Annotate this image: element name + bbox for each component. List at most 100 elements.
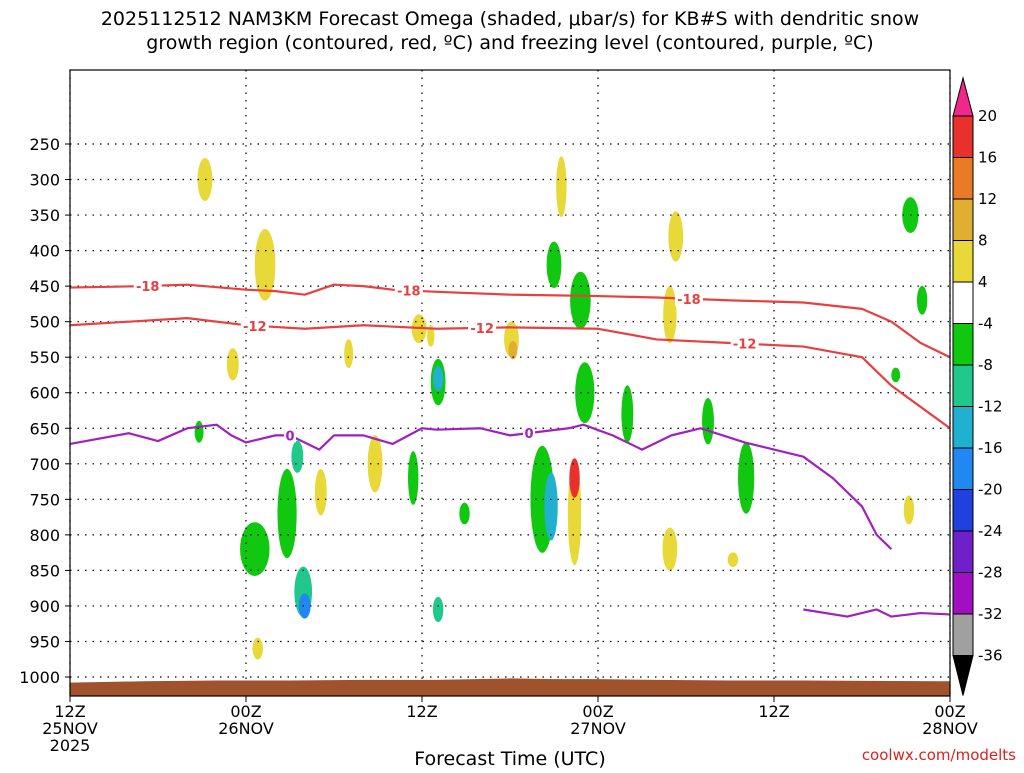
x-tick-label-0-2: 25NOV xyxy=(42,719,98,738)
contour-label-bg-7 xyxy=(523,425,536,441)
omega-cell-24 xyxy=(544,472,558,541)
colorbar-swatch-13 xyxy=(952,613,974,656)
y-tick-label-600: 600 xyxy=(29,384,60,403)
colorbar-label-6: -8 xyxy=(978,356,993,374)
omega-cell-11 xyxy=(252,637,263,660)
contour-label-bg-4 xyxy=(468,319,497,335)
contour-label-bg-2 xyxy=(674,290,703,306)
omega-cell-25 xyxy=(546,241,562,289)
contour-label-bg-6 xyxy=(284,427,296,443)
x-tick-label-36-1: 00Z xyxy=(582,702,613,721)
y-tick-label-700: 700 xyxy=(29,455,60,474)
contour-layer: -18 -18 -18 -12 -12 -12 0 0 xyxy=(69,277,951,618)
contour-label-3: -12 xyxy=(243,320,267,335)
colorbar-swatch-10 xyxy=(952,489,974,532)
chart-title-line1: 2025112512 NAM3KM Forecast Omega (shaded… xyxy=(101,8,919,30)
omega-cell-2 xyxy=(254,229,276,301)
plot-frame xyxy=(69,69,951,697)
omega-cell-3 xyxy=(226,348,239,381)
colorbar-swatch-5 xyxy=(952,281,974,324)
omega-cell-9 xyxy=(291,440,304,473)
colorbar-label-2: 12 xyxy=(978,190,997,208)
omega-cell-22 xyxy=(508,340,518,360)
x-tick-label-12-2: 26NOV xyxy=(218,719,274,738)
omega-cell-37 xyxy=(738,442,755,514)
colorbar-swatch-2 xyxy=(952,157,974,200)
omega-cell-18 xyxy=(432,596,444,623)
colorbar-label-11: -28 xyxy=(978,564,1003,582)
colorbar-swatch-7 xyxy=(952,364,974,407)
omega-cell-40 xyxy=(891,367,901,383)
colorbar-label-10: -24 xyxy=(978,522,1003,540)
y-tick-label-400: 400 xyxy=(29,242,60,261)
omega-cell-10 xyxy=(314,468,327,516)
colorbar-swatch-4 xyxy=(952,240,974,283)
x-tick-label-60-2: 28NOV xyxy=(922,719,978,738)
omega-cell-13 xyxy=(367,435,383,493)
omega-cell-36 xyxy=(727,552,739,568)
colorbar-label-5: -4 xyxy=(978,315,993,333)
omega-shading-layer xyxy=(194,156,928,660)
contour-label-1: -18 xyxy=(397,284,421,299)
contour-line-2 xyxy=(69,423,893,550)
colorbar-swatch-3 xyxy=(952,198,974,241)
colorbar-label-1: 16 xyxy=(978,149,997,167)
x-tick-label-60-1: 00Z xyxy=(934,702,965,721)
terrain-fill xyxy=(70,678,950,696)
contour-label-7: 0 xyxy=(525,427,534,442)
contour-label-5: -12 xyxy=(733,338,757,353)
y-tick-label-850: 850 xyxy=(29,561,60,580)
omega-cell-32 xyxy=(663,285,677,344)
y-tick-label-300: 300 xyxy=(29,171,60,190)
x-tick-label-12-1: 00Z xyxy=(230,702,261,721)
contour-line-0 xyxy=(69,283,951,359)
omega-cell-20 xyxy=(459,502,470,525)
x-tick-label-0-3: 2025 xyxy=(50,736,91,755)
y-tick-label-650: 650 xyxy=(29,419,60,438)
x-tick-label-36-2: 27NOV xyxy=(570,719,626,738)
contour-label-bg-5 xyxy=(730,335,759,351)
colorbar-label-8: -16 xyxy=(978,439,1003,457)
contour-label-2: -18 xyxy=(677,293,701,308)
omega-cell-8 xyxy=(298,593,311,619)
omega-cell-17 xyxy=(432,365,444,392)
omega-cell-28 xyxy=(556,156,567,218)
footer-credit[interactable]: coolwx.com/modelts xyxy=(862,746,1016,764)
omega-cell-4 xyxy=(194,420,204,443)
omega-cell-14 xyxy=(408,451,419,505)
y-tick-label-550: 550 xyxy=(29,348,60,367)
colorbar-label-12: -32 xyxy=(978,605,1003,623)
omega-cell-6 xyxy=(277,468,297,559)
contour-line-1 xyxy=(69,317,951,430)
x-tick-label-0-1: 12Z xyxy=(54,702,85,721)
omega-cell-31 xyxy=(621,385,634,443)
chart-title-line2: growth region (contoured, red, ºC) and f… xyxy=(146,32,873,54)
y-tick-label-250: 250 xyxy=(29,135,60,154)
contour-label-bg-0 xyxy=(133,277,162,293)
x-axis-label: Forecast Time (UTC) xyxy=(414,748,605,768)
colorbar-swatch-11 xyxy=(952,530,974,573)
colorbar: 20 16 12 8 4 -4 -8 -12 -16 -20 -24 -28 -32 -36 xyxy=(952,76,1003,696)
colorbar-label-4: 4 xyxy=(978,273,988,291)
y-tick-label-450: 450 xyxy=(29,277,60,296)
colorbar-label-7: -12 xyxy=(978,398,1003,416)
omega-cell-29 xyxy=(570,271,591,329)
y-tick-label-900: 900 xyxy=(29,597,60,616)
omega-cell-27 xyxy=(569,458,580,498)
colorbar-swatch-8 xyxy=(952,406,974,449)
y-tick-label-350: 350 xyxy=(29,206,60,225)
x-tick-label-48-1: 12Z xyxy=(758,702,789,721)
omega-cell-35 xyxy=(702,397,714,445)
omega-cell-34 xyxy=(662,527,678,571)
y-tick-label-500: 500 xyxy=(29,313,60,332)
contour-label-0: -18 xyxy=(136,280,160,295)
y-axis: 250 300 350 400 450 500 550 600 650 700 750 800 850 9… xyxy=(19,135,70,687)
contour-label-6: 0 xyxy=(285,429,294,444)
contour-label-bg-1 xyxy=(394,282,423,298)
terrain-layer xyxy=(70,678,950,696)
omega-cell-33 xyxy=(668,211,684,262)
plot-area: -18 -18 -18 -12 -12 -12 0 0 xyxy=(69,69,951,697)
y-tick-label-950: 950 xyxy=(29,632,60,651)
